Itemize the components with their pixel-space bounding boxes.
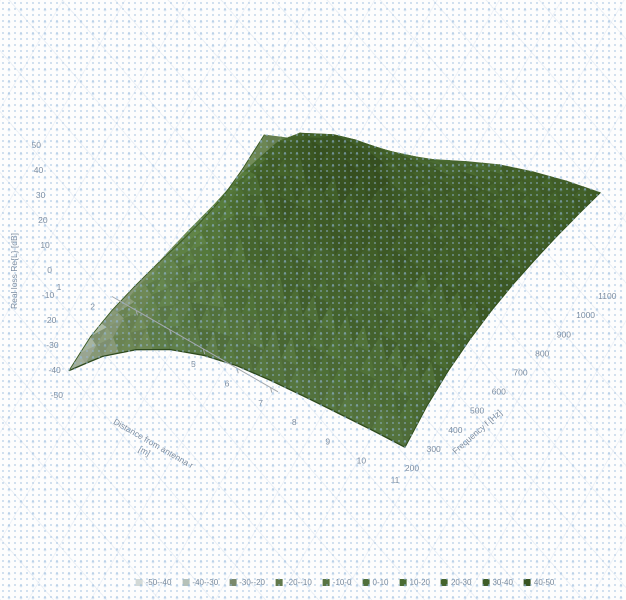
x-axis-title-line1: Distance from antenna r bbox=[112, 416, 196, 470]
frequency-tick-label: 800 bbox=[535, 348, 549, 358]
distance-tick-label: 1 bbox=[57, 282, 62, 292]
legend-label: -10-0 bbox=[332, 578, 352, 587]
legend-swatch bbox=[523, 579, 531, 586]
z-axis-tick-label: 0 bbox=[47, 265, 52, 275]
legend-item: 40-50 bbox=[523, 578, 555, 587]
distance-tick-label: 11 bbox=[391, 475, 400, 485]
distance-tick-label: 10 bbox=[357, 456, 367, 466]
z-axis-tick-label: -10 bbox=[42, 290, 55, 300]
z-axis-tick-label: -40 bbox=[49, 365, 62, 375]
z-axis-tick-label: 50 bbox=[32, 140, 42, 150]
legend-item: 0-10 bbox=[362, 578, 389, 587]
legend-label: 30-40 bbox=[492, 578, 513, 587]
z-axis-tick-label: 30 bbox=[36, 190, 46, 200]
z-axis-tick-label: 10 bbox=[40, 240, 50, 250]
distance-tick-label: 8 bbox=[292, 417, 297, 427]
legend-label: -40--30 bbox=[192, 578, 219, 587]
legend-item: 10-20 bbox=[399, 578, 430, 587]
legend-item: -10-0 bbox=[322, 578, 352, 587]
legend-label: -30--20 bbox=[239, 578, 266, 587]
frequency-tick-label: 200 bbox=[405, 463, 419, 473]
legend-label: 10-20 bbox=[409, 578, 430, 587]
legend-item: -50--40 bbox=[135, 578, 172, 587]
legend-label: 20-30 bbox=[450, 578, 472, 587]
z-axis-tick-label: -30 bbox=[46, 340, 59, 350]
z-axis-tick-label: -50 bbox=[51, 390, 64, 400]
distance-tick-label: 5 bbox=[191, 359, 196, 369]
frequency-tick-label: 700 bbox=[513, 368, 527, 378]
legend-swatch bbox=[229, 579, 237, 586]
z-axis-title: Real loss Re{L} [dB] bbox=[9, 233, 19, 309]
frequency-tick-label: 1000 bbox=[576, 310, 595, 320]
frequency-tick-label: 500 bbox=[470, 406, 484, 416]
legend-swatch bbox=[482, 579, 490, 586]
distance-axis-title: Distance from antenna r [m] bbox=[112, 416, 196, 470]
z-axis-tick-label: 20 bbox=[38, 215, 48, 225]
surface-mesh bbox=[68, 132, 601, 449]
legend-item: -40--30 bbox=[182, 578, 218, 587]
frequency-tick-label: 900 bbox=[557, 329, 571, 339]
z-axis-tick-label: 40 bbox=[34, 165, 44, 175]
frequency-tick-label: 600 bbox=[492, 387, 506, 397]
distance-tick-label: 9 bbox=[325, 436, 330, 446]
legend-item: -30--20 bbox=[229, 578, 265, 587]
legend-label: -20--10 bbox=[286, 578, 312, 587]
legend-swatch bbox=[322, 579, 330, 586]
value-axis-title: Real loss Re{L} [dB] bbox=[9, 233, 19, 309]
frequency-tick-label: 400 bbox=[448, 425, 462, 435]
z-axis-tick-label: -20 bbox=[44, 315, 57, 325]
legend-swatch bbox=[135, 579, 143, 586]
distance-tick-label: 2 bbox=[90, 301, 95, 311]
legend-item: -20--10 bbox=[276, 578, 312, 587]
distance-tick-label: 6 bbox=[225, 379, 230, 389]
legend-label: 0-10 bbox=[372, 578, 389, 587]
legend-swatch bbox=[362, 579, 370, 586]
legend-label: -50--40 bbox=[145, 578, 172, 587]
legend-swatch bbox=[440, 579, 448, 586]
legend-label: 40-50 bbox=[533, 578, 555, 587]
legend-item: 20-30 bbox=[440, 578, 472, 587]
legend: -50--40 -40--30 -30--20 -20--10 -10-0 0-10 10-… bbox=[135, 578, 555, 587]
legend-item: 30-40 bbox=[482, 578, 513, 587]
distance-tick-label: 7 bbox=[258, 398, 263, 408]
legend-swatch bbox=[276, 579, 284, 586]
frequency-tick-label: 1100 bbox=[598, 291, 617, 301]
legend-swatch bbox=[399, 579, 407, 586]
legend-swatch bbox=[182, 579, 190, 586]
frequency-tick-label: 300 bbox=[427, 444, 441, 454]
